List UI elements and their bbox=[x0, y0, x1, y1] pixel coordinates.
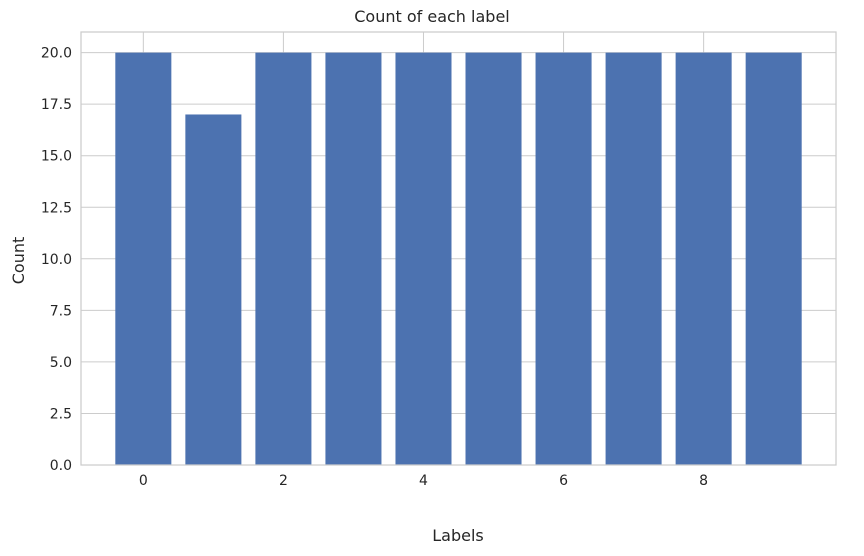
y-tick-label: 10.0 bbox=[41, 252, 72, 268]
y-tick-label: 17.5 bbox=[41, 97, 72, 113]
bar-4 bbox=[395, 52, 452, 465]
x-tick-label: 0 bbox=[139, 473, 148, 489]
y-tick-label: 0.0 bbox=[50, 458, 72, 474]
bar-3 bbox=[325, 52, 382, 465]
tick-labels: 0.0 2.5 5.0 7.5 10.0 12.5 15.0 17.5 20.0 0 2 4 6 8 bbox=[41, 46, 708, 489]
plot-border bbox=[80, 31, 837, 466]
x-tick-label: 2 bbox=[279, 473, 288, 489]
x-tick-label: 6 bbox=[559, 473, 568, 489]
y-tick-label: 2.5 bbox=[50, 406, 72, 422]
y-tick-label: 20.0 bbox=[41, 46, 72, 62]
y-tick-label: 15.0 bbox=[41, 149, 72, 165]
bar-5 bbox=[465, 52, 522, 465]
x-tick-label: 4 bbox=[419, 473, 428, 489]
bars bbox=[115, 52, 802, 465]
y-tick-label: 7.5 bbox=[50, 303, 72, 319]
chart-title: Count of each label bbox=[354, 7, 509, 26]
x-tick-label: 8 bbox=[699, 473, 708, 489]
x-axis-label: Labels bbox=[432, 526, 484, 545]
bar-6 bbox=[535, 52, 592, 465]
plot-frame bbox=[80, 31, 837, 466]
bar-0 bbox=[115, 52, 172, 465]
bar-2 bbox=[255, 52, 312, 465]
bar-8 bbox=[675, 52, 732, 465]
y-axis-label: Count bbox=[9, 237, 28, 285]
bar-9 bbox=[745, 52, 802, 465]
bar-1 bbox=[185, 114, 242, 465]
y-tick-label: 12.5 bbox=[41, 200, 72, 216]
bar-7 bbox=[605, 52, 662, 465]
y-tick-label: 5.0 bbox=[50, 355, 72, 371]
